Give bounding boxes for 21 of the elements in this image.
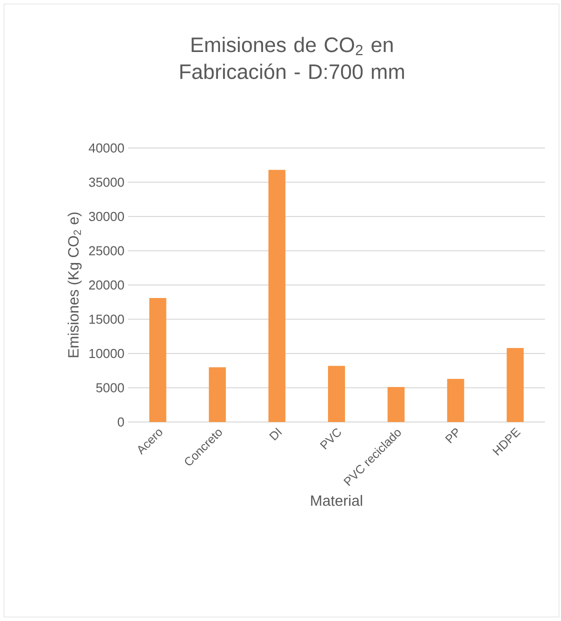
bar (328, 366, 345, 422)
bar (447, 378, 464, 422)
x-axis-title: Material (311, 494, 362, 506)
y-tick-label: 5000 (96, 383, 124, 392)
bar (268, 170, 286, 422)
bar (149, 298, 166, 422)
x-tick-label: PP (445, 428, 458, 444)
bar (388, 387, 405, 422)
y-tick-label: 20000 (89, 280, 124, 290)
y-tick-label: 0 (118, 417, 124, 427)
y-tick-label: 35000 (88, 178, 124, 187)
x-tick-label: DI (269, 428, 282, 441)
y-tick-label: 30000 (88, 212, 124, 222)
bar (208, 367, 226, 422)
y-axis-title: Emisiones (Kg CO$_{2}$ e) (68, 212, 82, 358)
y-tick-label: 10000 (89, 348, 124, 358)
chart-title: Emisiones de CO$_{2}$ en Fabricación - D:700 mm (180, 36, 404, 80)
y-tick-label: 40000 (88, 143, 124, 153)
bar (506, 348, 524, 422)
y-tick-label: 25000 (89, 246, 124, 256)
y-tick-label: 15000 (89, 314, 124, 324)
